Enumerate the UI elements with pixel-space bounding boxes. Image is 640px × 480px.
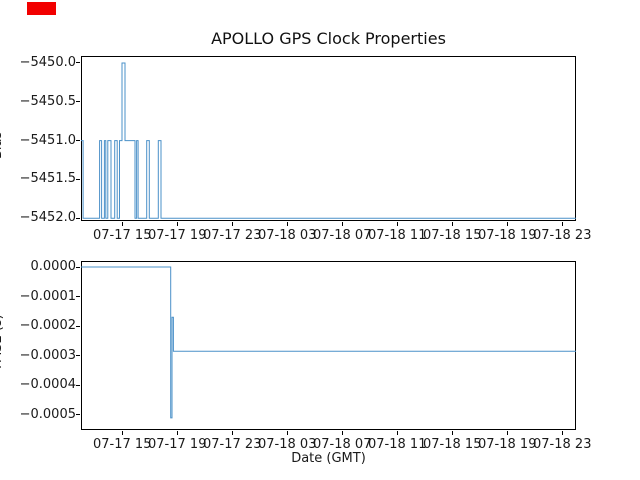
x-tick-label: 07-18 23 xyxy=(533,437,592,452)
x-tick-label: 07-18 23 xyxy=(533,227,592,243)
x-tick-mark xyxy=(506,431,508,435)
y-tick-label: −5450.5 xyxy=(19,93,76,109)
x-tick-label: 07-18 03 xyxy=(258,437,317,452)
x-tick-label: 07-17 19 xyxy=(148,437,207,452)
x-tick-label: 07-17 15 xyxy=(93,227,152,243)
x-tick-label: 07-18 11 xyxy=(368,227,427,243)
x-tick-label: 07-17 23 xyxy=(203,227,262,243)
y-tick-mark xyxy=(76,62,80,64)
x-tick-mark xyxy=(176,221,178,226)
y-tick-label: −5451.0 xyxy=(19,132,76,148)
x-tick-label: 07-17 23 xyxy=(203,437,262,452)
top-chart-ylabel: Bias xyxy=(0,131,5,159)
x-tick-mark xyxy=(396,221,398,226)
y-tick-label: −0.0001 xyxy=(19,288,76,304)
x-axis-label: Date (GMT) xyxy=(291,451,366,466)
x-tick-label: 07-18 07 xyxy=(313,437,372,452)
x-tick-mark xyxy=(231,221,233,226)
y-tick-label: −0.0002 xyxy=(19,318,76,334)
x-tick-mark xyxy=(561,221,563,226)
y-tick-label: −0.0004 xyxy=(19,377,76,393)
y-tick-mark xyxy=(76,266,80,268)
y-tick-mark xyxy=(76,296,80,298)
y-tick-mark xyxy=(76,355,80,357)
x-tick-label: 07-18 19 xyxy=(478,227,537,243)
y-tick-label: −0.0003 xyxy=(19,347,76,363)
action-marker-red-box xyxy=(27,2,56,15)
x-tick-label: 07-18 11 xyxy=(368,437,427,452)
x-tick-mark xyxy=(176,431,178,435)
x-tick-mark xyxy=(121,431,123,435)
x-tick-mark xyxy=(506,221,508,226)
x-tick-label: 07-18 03 xyxy=(258,227,317,243)
y-tick-mark xyxy=(76,217,80,219)
y-tick-mark xyxy=(76,384,80,386)
x-tick-label: 07-17 19 xyxy=(148,227,207,243)
y-tick-label: 0.0000 xyxy=(30,259,77,274)
x-tick-label: 07-18 15 xyxy=(423,227,482,243)
y-tick-label: −5450.0 xyxy=(19,54,76,70)
y-tick-mark xyxy=(76,325,80,327)
x-tick-mark xyxy=(121,221,123,226)
x-tick-mark xyxy=(451,221,453,226)
y-tick-label: −5452.0 xyxy=(19,210,76,226)
x-tick-mark xyxy=(451,431,453,435)
y-tick-mark xyxy=(76,414,80,416)
x-tick-mark xyxy=(286,431,288,435)
x-tick-mark xyxy=(341,221,343,226)
y-tick-mark xyxy=(76,178,80,180)
x-tick-label: 07-18 07 xyxy=(313,227,372,243)
bottom-chart-plot-area xyxy=(81,261,576,430)
y-tick-label: −0.0005 xyxy=(19,406,76,422)
x-tick-mark xyxy=(396,431,398,435)
y-tick-mark xyxy=(76,101,80,103)
chart-title: APOLLO GPS Clock Properties xyxy=(211,29,446,48)
bottom-chart-ylabel: TMSE (s) xyxy=(0,314,5,372)
x-tick-label: 07-18 19 xyxy=(478,437,537,452)
y-tick-label: −5451.5 xyxy=(19,171,76,187)
top-chart-plot-area xyxy=(81,56,576,221)
x-tick-mark xyxy=(561,431,563,435)
y-tick-mark xyxy=(76,140,80,142)
x-tick-mark xyxy=(231,431,233,435)
x-tick-label: 07-18 15 xyxy=(423,437,482,452)
x-tick-mark xyxy=(286,221,288,226)
x-tick-label: 07-17 15 xyxy=(93,437,152,452)
x-tick-mark xyxy=(341,431,343,435)
